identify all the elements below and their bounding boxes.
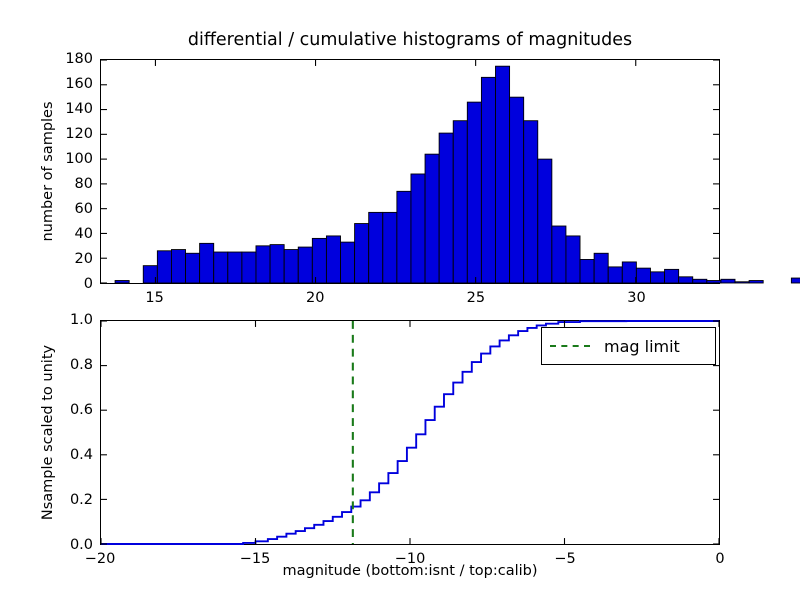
histogram-bar [551, 225, 567, 284]
histogram-bar [269, 244, 285, 284]
histogram-bar [114, 280, 130, 284]
bottom-xtick-label: −5 [554, 551, 576, 567]
top-panel-ylabel: number of samples [40, 101, 56, 242]
histogram-bar [325, 235, 341, 284]
figure-xlabel: magnitude (bottom:isnt / top:calib) [282, 563, 538, 579]
figure-title: differential / cumulative histograms of … [187, 30, 633, 50]
top-ytick-label: 140 [65, 101, 93, 117]
bottom-xtick-label: −15 [239, 551, 271, 567]
histogram-bar [692, 278, 708, 284]
histogram-bar [438, 132, 454, 284]
histogram-bar [255, 245, 271, 284]
legend[interactable]: mag limit [541, 327, 716, 365]
bottom-ytick-label: 0.8 [69, 357, 93, 373]
histogram-bar [790, 277, 800, 284]
histogram-bar [156, 250, 172, 284]
top-xtick-label: 15 [145, 290, 164, 306]
histogram-bar [607, 266, 623, 284]
histogram-bar [509, 96, 525, 284]
histogram-bar [213, 251, 229, 284]
top-ytick-label: 60 [74, 201, 93, 217]
bottom-ytick-label: 0.2 [69, 492, 93, 508]
histogram-bar [410, 173, 426, 284]
histogram-bar [424, 153, 440, 284]
histogram-bar [664, 268, 680, 284]
bottom-panel-ylabel: Nsample scaled to unity [40, 344, 56, 521]
histogram-bar [495, 65, 511, 284]
top-ytick-label: 80 [74, 176, 93, 192]
histogram-bar [523, 120, 539, 284]
histogram-bar [297, 246, 313, 284]
histogram-bar [579, 259, 595, 284]
top-ytick-label: 120 [65, 126, 93, 142]
top-ytick-label: 20 [74, 251, 93, 267]
top-xtick-label: 30 [627, 290, 646, 306]
histogram-bar [635, 267, 651, 284]
top-ytick-label: 0 [83, 276, 93, 292]
histogram-bar [593, 252, 609, 284]
bottom-ytick-label: 1.0 [69, 312, 93, 328]
histogram-bar [340, 241, 356, 284]
histogram-bar [720, 278, 736, 284]
mag-limit-legend-swatch [550, 345, 590, 347]
histogram-bar [241, 251, 257, 284]
histogram-bar [199, 242, 215, 284]
cumulative-curve [101, 320, 719, 545]
histogram-bar [227, 251, 243, 284]
top-ytick-label: 100 [65, 151, 93, 167]
histogram-bar [466, 101, 482, 284]
histogram-bar [396, 190, 412, 284]
top-ytick-label: 180 [65, 51, 93, 67]
bottom-xtick-label: −10 [394, 551, 426, 567]
bottom-ytick-label: 0.6 [69, 402, 93, 418]
histogram-bar [452, 120, 468, 284]
histogram-bar [382, 211, 398, 284]
bottom-xtick-label: −20 [84, 551, 116, 567]
top-panel-axes [100, 59, 800, 284]
histogram-bar [650, 271, 666, 284]
histogram-bar [565, 235, 581, 284]
top-xtick-label: 25 [466, 290, 486, 306]
histogram-bar [170, 249, 186, 284]
cumulative-plot-area [100, 320, 720, 545]
legend-label-mag-limit: mag limit [604, 336, 680, 356]
histogram-bar [537, 158, 553, 284]
histogram-bar [480, 76, 496, 284]
histogram-bar [311, 237, 327, 284]
bottom-xtick-label: 0 [715, 551, 725, 567]
histogram-bar [734, 281, 750, 284]
histogram-bar [368, 211, 384, 284]
histogram-bar [748, 280, 764, 284]
histogram-plot-area [101, 59, 800, 284]
histogram-bar [354, 223, 370, 284]
histogram-bar [283, 249, 299, 284]
bottom-ytick-label: 0.0 [69, 537, 93, 553]
histogram-bar [185, 252, 201, 284]
histogram-bar [621, 261, 637, 284]
top-xtick-label: 20 [305, 290, 325, 306]
histogram-bar [678, 276, 694, 284]
top-ytick-label: 160 [65, 76, 93, 92]
bottom-ytick-label: 0.4 [69, 447, 93, 463]
top-ytick-label: 40 [74, 226, 93, 242]
